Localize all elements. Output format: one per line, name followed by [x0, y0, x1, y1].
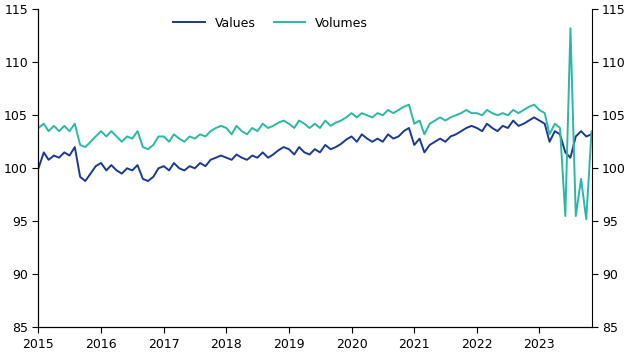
Line: Volumes: Volumes	[38, 28, 630, 219]
Legend: Values, Volumes: Values, Volumes	[168, 12, 373, 35]
Line: Values: Values	[38, 28, 630, 181]
